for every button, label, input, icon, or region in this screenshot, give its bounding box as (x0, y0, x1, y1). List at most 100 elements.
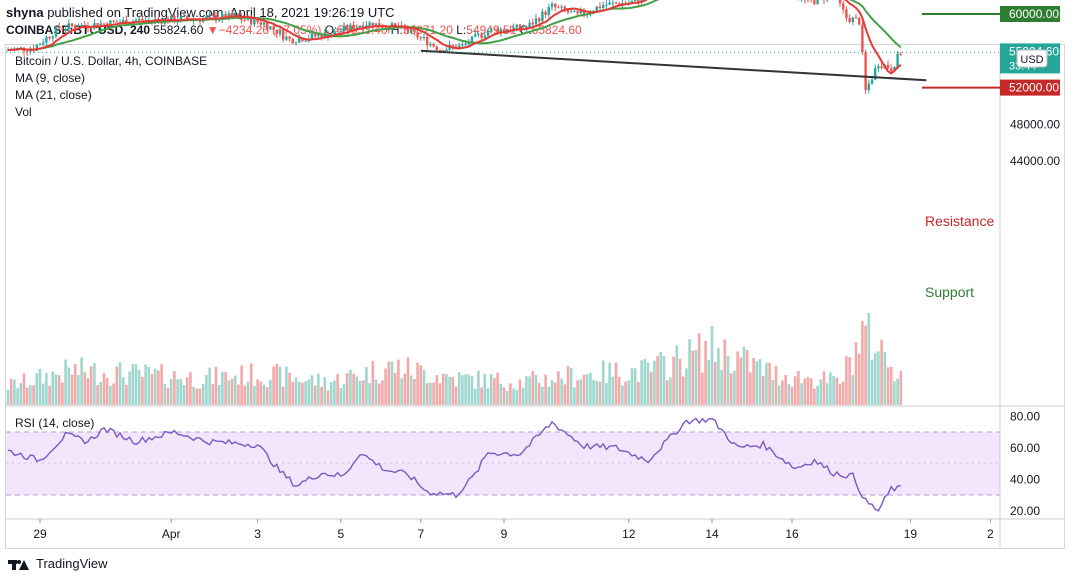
volume-bar (291, 381, 295, 405)
candle-body (122, 19, 125, 23)
candle-body (256, 18, 259, 23)
volume-bar (166, 387, 170, 405)
volume-bar (630, 367, 634, 405)
volume-bar (656, 355, 659, 405)
legend-rsi: RSI (14, close) (15, 416, 94, 430)
candle-body (416, 31, 419, 38)
footer-brand[interactable]: TradingView (8, 556, 108, 571)
volume-bar (505, 390, 509, 405)
rsi-line (7, 417, 901, 512)
volume-bar (550, 380, 554, 405)
volume-bar (342, 384, 346, 405)
volume-bar (688, 339, 691, 405)
volume-bar (809, 378, 813, 405)
candle-body (886, 64, 890, 69)
candle-body (38, 44, 42, 46)
candle-body (874, 68, 877, 80)
volume-bar (886, 367, 890, 405)
resistance-annotation: Resistance (925, 213, 994, 229)
legend-vol: Vol (15, 105, 32, 119)
volume-bar (205, 374, 208, 405)
volume-bar (406, 357, 410, 405)
candle-body (381, 26, 384, 28)
volume-bar (486, 388, 490, 405)
volume-bar (473, 388, 477, 405)
candle-body (579, 10, 582, 14)
footer-brand-label: TradingView (36, 556, 108, 571)
volume-bar (464, 374, 467, 405)
volume-bar (592, 380, 595, 405)
candle-body (358, 26, 362, 28)
candle-body (253, 18, 256, 25)
volume-bar (502, 387, 506, 405)
currency-button-label: USD (1020, 54, 1043, 66)
volume-bar (285, 366, 288, 405)
candle-body (554, 3, 557, 8)
volume-bar (563, 384, 567, 405)
trend-channel (420, 49, 927, 82)
candle-body (42, 42, 45, 45)
volume-bar (534, 374, 538, 405)
support-annotation: Support (925, 284, 974, 300)
volume-bar (57, 375, 61, 405)
volume-bar (233, 375, 237, 405)
tradingview-logo-icon (8, 557, 30, 571)
volume-bar (93, 362, 96, 405)
volume-bar (64, 359, 67, 405)
candle-body (26, 51, 29, 53)
low-label: L: (456, 23, 467, 37)
volume-bar (640, 360, 643, 405)
volume-bar (134, 364, 138, 405)
candle-body (282, 30, 285, 40)
candle-body (557, 7, 560, 9)
volume-bar (393, 372, 397, 405)
resistance-price-tag (1000, 6, 1060, 22)
volume-bar (349, 369, 352, 405)
volume-bar (400, 378, 403, 405)
candle-body (419, 37, 422, 39)
volume-bar (566, 365, 570, 405)
volume-bar (585, 374, 589, 405)
volume-bar (125, 384, 128, 405)
candle-body (90, 28, 93, 30)
volume-bar (413, 378, 416, 405)
volume-bar (787, 384, 791, 405)
volume-bar (745, 349, 749, 405)
candle-body (451, 44, 454, 47)
volume-bar (752, 358, 755, 405)
volume-bar (781, 380, 784, 405)
candle-body (486, 30, 490, 36)
candle-body (518, 24, 522, 29)
candle-body (221, 13, 224, 20)
volume-bar (96, 385, 99, 405)
volume-bar (77, 374, 80, 405)
candle-body (528, 22, 531, 28)
candle-body (275, 29, 278, 35)
volume-bar (742, 346, 746, 405)
volume-bar (115, 366, 119, 405)
currency-button[interactable] (1016, 49, 1048, 68)
volume-bar (873, 353, 877, 405)
candle-body (864, 52, 867, 91)
candle-body (243, 19, 246, 21)
volume-bar (381, 380, 384, 405)
volume-bar (419, 365, 423, 405)
volume-bar (857, 353, 861, 405)
volume-bar (726, 355, 730, 405)
candle-body (173, 15, 176, 23)
publish-info: shyna published on TradingView.com, Apri… (6, 5, 395, 20)
volume-bar (320, 386, 323, 405)
candle-body (291, 38, 294, 44)
volume-bar (22, 373, 26, 405)
candle-body (861, 24, 864, 53)
volume-bar (899, 370, 903, 405)
candle-body (102, 23, 106, 25)
candle-body (531, 22, 534, 25)
volume-bar (633, 368, 637, 405)
candle-body (304, 40, 307, 42)
volume-bar (102, 372, 106, 405)
candle-body (816, 0, 819, 5)
volume-bar (70, 374, 74, 405)
volume-bar (422, 369, 426, 405)
